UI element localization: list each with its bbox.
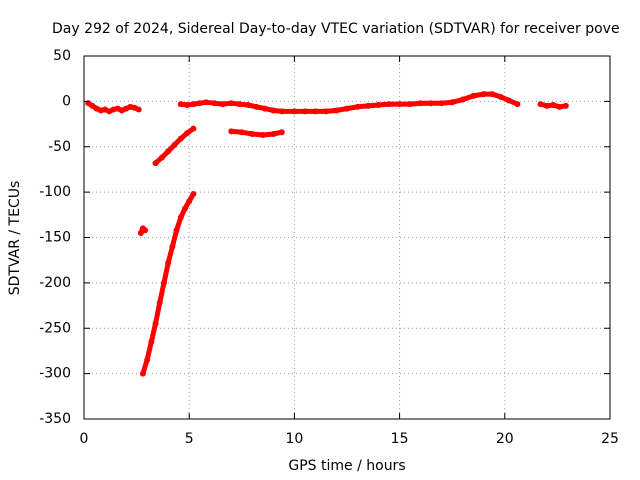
data-point: [301, 108, 308, 115]
data-marks: [85, 91, 569, 377]
data-point: [142, 227, 149, 234]
data-point: [177, 214, 184, 221]
data-point: [148, 338, 155, 345]
data-point: [354, 103, 361, 110]
data-point: [152, 320, 159, 327]
y-tick-label: -150: [39, 230, 71, 246]
data-point: [184, 130, 191, 137]
data-point: [278, 129, 285, 136]
data-point: [428, 100, 435, 107]
data-point: [165, 259, 172, 266]
x-tick-label: 25: [601, 431, 619, 447]
y-tick-label: -300: [39, 366, 71, 382]
data-point: [470, 92, 477, 99]
data-point: [219, 101, 226, 108]
data-point: [190, 190, 197, 197]
data-point: [144, 357, 151, 364]
data-point: [270, 107, 277, 114]
data-point: [562, 102, 569, 109]
data-point: [181, 205, 188, 212]
data-point: [152, 160, 159, 167]
y-tick-label: -50: [48, 139, 71, 155]
data-point: [480, 91, 487, 98]
data-point: [261, 105, 268, 112]
data-point: [459, 96, 466, 103]
data-point: [333, 107, 340, 114]
data-point: [506, 97, 513, 104]
data-point: [160, 279, 167, 286]
data-point: [278, 108, 285, 115]
data-point: [173, 227, 180, 234]
data-point: [196, 100, 203, 107]
grid: [84, 56, 610, 419]
data-point: [543, 102, 550, 109]
data-point: [177, 135, 184, 142]
chart-title: Day 292 of 2024, Sidereal Day-to-day VTE…: [52, 21, 620, 37]
data-point: [375, 102, 382, 109]
data-point: [497, 93, 504, 100]
data-point: [291, 108, 298, 115]
data-point: [514, 101, 521, 108]
data-point: [190, 101, 197, 108]
y-tick-label: -200: [39, 275, 71, 291]
data-point: [396, 101, 403, 108]
data-point: [417, 100, 424, 107]
data-point: [135, 106, 142, 113]
y-axis-label: SDTVAR / TECUs: [7, 181, 23, 296]
x-tick-label: 0: [80, 431, 89, 447]
data-point: [165, 148, 172, 155]
data-point: [438, 100, 445, 107]
data-point: [171, 141, 178, 148]
data-point: [238, 129, 245, 136]
data-point: [556, 103, 563, 110]
data-point: [449, 99, 456, 106]
data-point: [322, 108, 329, 115]
y-tick-label: -350: [39, 411, 71, 427]
axis-ticks: 50 0 -50 -100 -150 -200 -250 -300 -350 0 5 10 15 20 25: [39, 48, 619, 447]
data-point: [249, 131, 256, 138]
data-point: [270, 131, 277, 138]
data-point: [228, 100, 235, 107]
series-trace-slope-lower: [140, 191, 196, 377]
data-point: [228, 128, 235, 135]
data-point: [253, 103, 260, 110]
data-point: [407, 101, 414, 108]
data-point: [312, 108, 319, 115]
data-point: [211, 100, 218, 107]
data-point: [365, 102, 372, 109]
x-tick-label: 5: [185, 431, 194, 447]
x-tick-label: 10: [285, 431, 303, 447]
y-tick-label: -100: [39, 184, 71, 200]
x-tick-label: 15: [391, 431, 409, 447]
data-point: [550, 102, 557, 109]
y-tick-label: 0: [62, 93, 71, 109]
data-point: [537, 101, 544, 108]
data-point: [344, 105, 350, 112]
data-point: [184, 102, 191, 109]
data-point: [169, 243, 176, 250]
data-point: [139, 370, 146, 377]
data-point: [203, 99, 210, 106]
data-point: [489, 91, 496, 98]
x-tick-label: 20: [496, 431, 514, 447]
data-point: [177, 101, 184, 108]
data-point: [245, 102, 252, 109]
y-tick-label: -250: [39, 320, 71, 336]
data-point: [158, 154, 165, 161]
data-point: [190, 125, 197, 132]
y-tick-label: 50: [53, 48, 71, 64]
data-point: [386, 101, 393, 108]
data-point: [259, 131, 266, 138]
data-point: [186, 198, 193, 205]
data-point: [156, 299, 163, 306]
x-axis-label: GPS time / hours: [288, 458, 405, 474]
data-point: [236, 101, 243, 108]
